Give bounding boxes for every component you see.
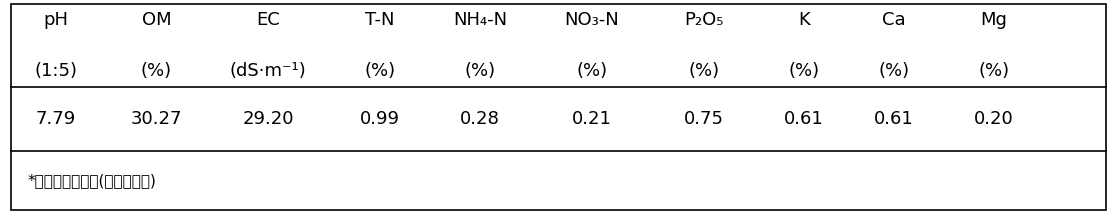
Text: EC: EC (256, 11, 280, 29)
Text: 0.61: 0.61 (873, 110, 914, 128)
Text: (%): (%) (688, 62, 719, 80)
Text: OM: OM (142, 11, 171, 29)
Text: (%): (%) (789, 62, 820, 80)
Text: 7.79: 7.79 (36, 110, 76, 128)
Text: (%): (%) (465, 62, 496, 80)
Text: T-N: T-N (365, 11, 394, 29)
Text: 0.99: 0.99 (360, 110, 400, 128)
Text: Mg: Mg (981, 11, 1008, 29)
Text: pH: pH (44, 11, 68, 29)
Text: 29.20: 29.20 (242, 110, 294, 128)
Text: (%): (%) (364, 62, 395, 80)
Text: (%): (%) (978, 62, 1010, 80)
Text: 0.21: 0.21 (572, 110, 612, 128)
Text: 0.75: 0.75 (684, 110, 724, 128)
Text: (1:5): (1:5) (35, 62, 77, 80)
Text: (%): (%) (878, 62, 909, 80)
Text: 0.28: 0.28 (460, 110, 500, 128)
Text: NO₃-N: NO₃-N (564, 11, 620, 29)
Text: NH₄-N: NH₄-N (454, 11, 507, 29)
Text: P₂O₅: P₂O₅ (684, 11, 724, 29)
Text: 0.61: 0.61 (784, 110, 824, 128)
Text: 30.27: 30.27 (131, 110, 182, 128)
Text: (%): (%) (576, 62, 608, 80)
Text: (%): (%) (141, 62, 172, 80)
Text: K: K (799, 11, 810, 29)
Text: 0.20: 0.20 (974, 110, 1014, 128)
Text: (dS·m⁻¹): (dS·m⁻¹) (230, 62, 306, 80)
Text: *부숙유기질비료(가축분퇴비): *부숙유기질비료(가축분퇴비) (28, 173, 156, 188)
Text: Ca: Ca (881, 11, 906, 29)
